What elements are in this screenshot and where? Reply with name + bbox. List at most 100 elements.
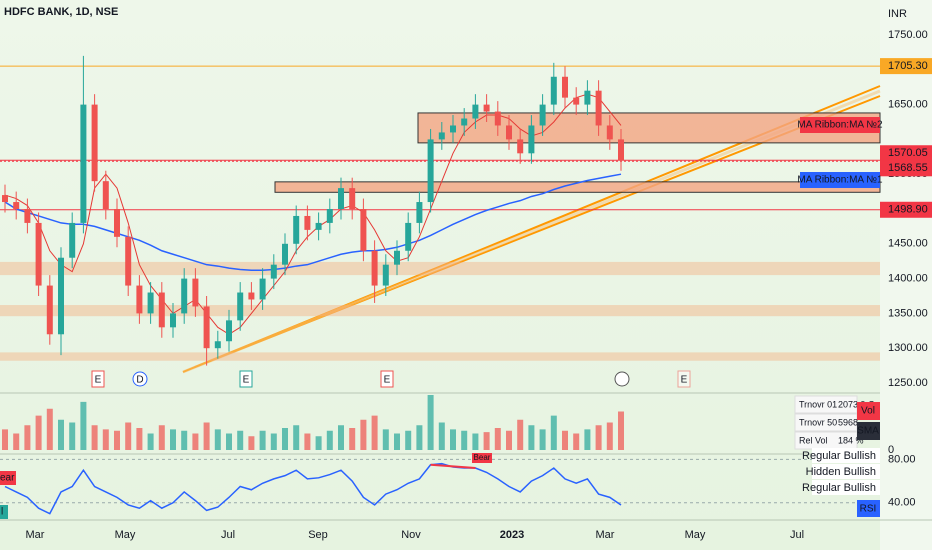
event-icon: [239, 370, 253, 388]
candle-body: [450, 125, 456, 133]
volume-bar: [315, 436, 322, 450]
candle-body: [114, 209, 120, 237]
candle-body: [539, 104, 546, 126]
volume-bar: [170, 429, 176, 450]
y-tick-label: 1400.00: [888, 273, 928, 285]
candle-body: [147, 292, 154, 314]
price-zone: [0, 305, 880, 317]
candle-body: [416, 202, 423, 223]
bear-tag-bg: [0, 471, 16, 485]
candle-body: [506, 125, 512, 140]
price-label-bg: [880, 58, 932, 75]
rsi-tag: RSI: [860, 504, 877, 515]
price-label: 1568.55: [888, 162, 928, 174]
candle-body: [517, 139, 524, 154]
volume-bar: [472, 433, 479, 450]
y-tick-label: 1650.00: [888, 99, 928, 111]
x-tick-label: Mar: [596, 529, 615, 541]
candle-body: [405, 222, 412, 251]
candle-body: [494, 111, 501, 126]
candle-body: [13, 202, 20, 209]
candle-body: [338, 188, 344, 209]
candle-body: [371, 250, 378, 286]
event-icon: [380, 370, 394, 388]
candle-body: [360, 209, 367, 251]
volume-bar: [80, 401, 87, 450]
candle-body: [192, 278, 199, 307]
candle-body: [158, 292, 165, 328]
event-label: E: [95, 375, 102, 386]
volume-bar: [270, 433, 277, 450]
volume-bar: [214, 429, 221, 450]
stat-value: 5968: [838, 417, 858, 427]
price-label: 1570.05: [888, 147, 928, 159]
volume-bar: [226, 433, 232, 450]
candle-body: [304, 215, 311, 230]
indicator-tag-bg: [857, 422, 880, 440]
volume-bar: [483, 432, 490, 450]
legend-bg: [812, 480, 880, 495]
x-tick-label: 2023: [500, 529, 524, 541]
candle-body: [58, 257, 64, 335]
price-label: 1498.90: [888, 204, 928, 216]
volume-bar: [2, 429, 8, 450]
volume-bar: [450, 429, 456, 450]
price-zone: [0, 261, 880, 276]
stat-name: Trnovr 01: [799, 399, 837, 409]
candle-body: [595, 90, 602, 126]
candle-body: [550, 76, 557, 105]
event-label: D: [136, 375, 143, 386]
volume-bar: [427, 395, 434, 450]
candle-body: [382, 264, 389, 286]
stat-name: Rel Vol: [799, 435, 828, 445]
ma-fast: [4, 93, 622, 335]
volume-bar: [136, 428, 143, 450]
candle-body: [102, 181, 109, 209]
legend-entry: Hidden Bullish: [806, 466, 876, 478]
x-tick-label: May: [115, 529, 136, 541]
bull-tag-bg: [0, 505, 8, 519]
box-label: MA Ribbon:MA №2: [797, 120, 883, 131]
candle-body: [427, 139, 434, 203]
volume-bar: [192, 433, 199, 450]
candle-body: [24, 209, 31, 223]
volume-bar: [46, 408, 53, 450]
candle-body: [226, 320, 232, 342]
y-tick-label: 1350.00: [888, 307, 928, 319]
candle-body: [181, 278, 188, 314]
indicator-tag-bg: [857, 402, 880, 420]
volume-bar: [506, 430, 512, 450]
candle-body: [35, 222, 42, 286]
candle-body: [394, 250, 400, 265]
volume-bar: [573, 433, 580, 450]
ma-slow: [4, 173, 622, 271]
volume-bar: [528, 425, 535, 450]
volume-bar: [13, 433, 20, 450]
legend-bg: [812, 448, 880, 463]
y-tick-label: 1300.00: [888, 342, 928, 354]
candle-body: [349, 188, 356, 209]
volume-bar: [114, 430, 120, 450]
x-tick-label: Nov: [401, 529, 421, 541]
bear-tag: ear: [0, 473, 15, 484]
candle-body: [259, 278, 266, 300]
bear-tag: Bear: [474, 453, 491, 462]
candle-body: [606, 125, 613, 140]
candle-body: [91, 104, 98, 182]
rsi-line: [4, 462, 622, 515]
event-icon: [91, 370, 105, 388]
candle-body: [248, 292, 255, 300]
legend-bg: [812, 464, 880, 479]
divergence-line: [430, 463, 476, 470]
volume-bar: [360, 419, 367, 450]
candle-body: [573, 97, 580, 105]
volume-bar: [304, 433, 311, 450]
candle-body: [80, 104, 87, 223]
volume-bar: [461, 430, 468, 450]
candle-body: [472, 104, 479, 119]
event-icon: [677, 370, 691, 388]
volume-bar: [539, 429, 546, 450]
x-tick-label: Jul: [790, 529, 804, 541]
candle-body: [293, 215, 300, 244]
